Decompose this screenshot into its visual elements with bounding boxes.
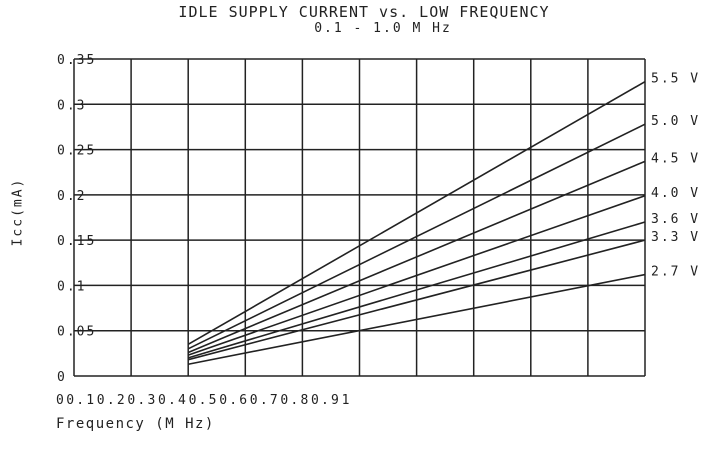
tick-labels: 00.050.10.150.20.250.30.350 0.1 0.2 0.3 0.4 0…	[56, 53, 352, 408]
series-label: 2.7 V	[651, 265, 700, 280]
x-axis-label: Frequency (M Hz)	[56, 416, 215, 432]
series-label: 5.5 V	[651, 72, 700, 87]
series-labels: 5.5 V 5.0 V 4.5 V 4.0 V 3.6 V 3.3 V 2.7 V	[651, 72, 700, 280]
y-tick-label: 0.05	[57, 325, 96, 340]
y-tick-label: 0.25	[57, 144, 96, 159]
series-lines	[187, 80, 646, 366]
series-label: 3.3 V	[651, 230, 700, 245]
x-tick-label: 0.3	[127, 393, 157, 408]
series-line	[187, 80, 646, 345]
y-tick-label: 0.35	[57, 53, 96, 68]
x-tick-label: 0	[56, 393, 66, 408]
y-tick-label: 0.15	[57, 234, 96, 249]
series-line	[187, 123, 646, 350]
x-tick-label: 0.6	[219, 393, 249, 408]
series-line	[187, 160, 646, 354]
y-tick-label: 0.1	[57, 279, 86, 294]
chart-subtitle: 0.1 - 1.0 M Hz	[314, 21, 452, 36]
x-tick-label: 0.4	[158, 393, 188, 408]
series-label: 4.0 V	[651, 186, 700, 201]
series-label: 5.0 V	[651, 114, 700, 129]
x-tick-label: 0.7	[250, 393, 280, 408]
x-tick-label: 0.5	[189, 393, 219, 408]
series-line	[187, 195, 646, 356]
x-tick-label: 0.2	[97, 393, 127, 408]
x-tick-label: 1	[342, 393, 352, 408]
x-tick-label: 0.9	[311, 393, 341, 408]
y-tick-label: 0.2	[57, 189, 86, 204]
chart-title: IDLE SUPPLY CURRENT vs. LOW FREQUENCY	[178, 3, 550, 21]
y-tick-label: 0.3	[57, 98, 86, 113]
y-tick-label: 0	[57, 370, 67, 385]
series-label: 3.6 V	[651, 212, 700, 227]
x-tick-label: 0.8	[280, 393, 310, 408]
grid	[73, 58, 646, 377]
series-line	[187, 239, 646, 361]
x-tick-label: 0.1	[66, 393, 96, 408]
series-line	[188, 273, 646, 366]
series-label: 4.5 V	[651, 151, 700, 166]
series-line	[187, 221, 646, 359]
